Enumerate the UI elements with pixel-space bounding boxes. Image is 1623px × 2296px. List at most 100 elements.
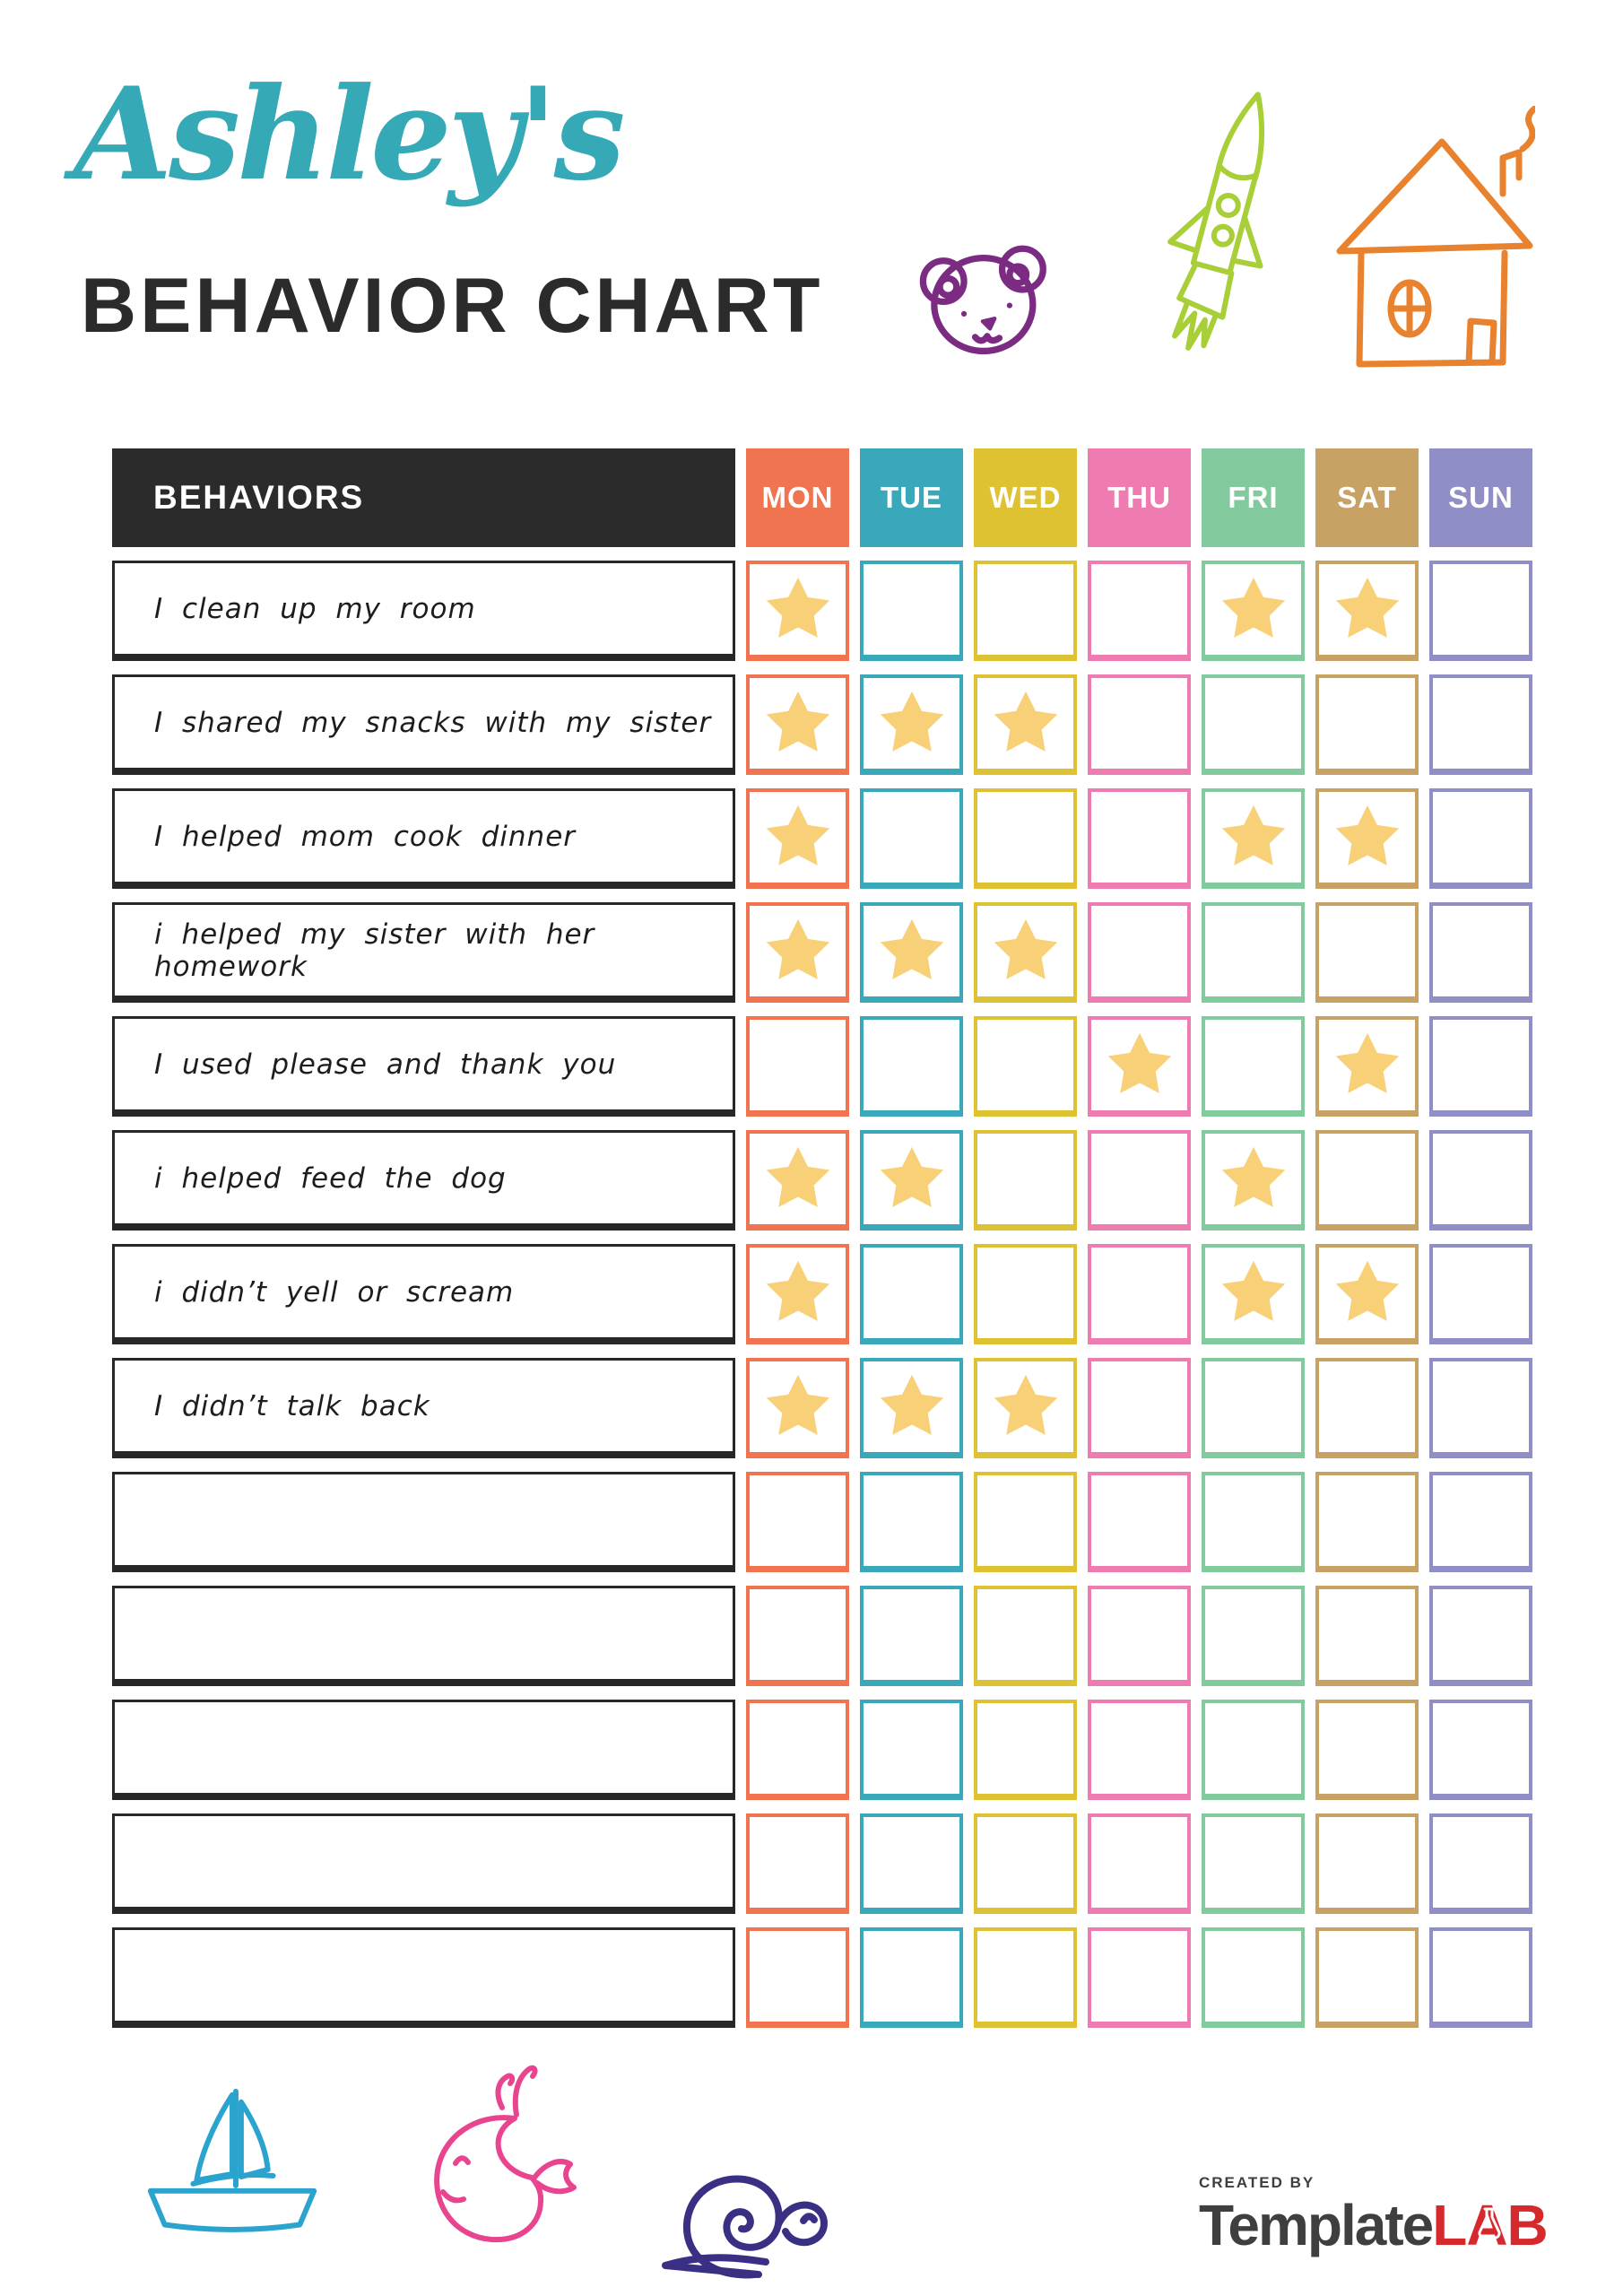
day-cell-mon[interactable]: [746, 1927, 849, 2028]
day-cell-sat[interactable]: [1315, 1244, 1419, 1344]
day-cell-wed[interactable]: [974, 561, 1077, 661]
day-cell-fri[interactable]: [1202, 1472, 1305, 1572]
day-cell-tue[interactable]: [860, 1472, 963, 1572]
day-cell-fri[interactable]: [1202, 788, 1305, 889]
day-cell-sat[interactable]: [1315, 561, 1419, 661]
day-cell-mon[interactable]: [746, 1472, 849, 1572]
day-cell-tue[interactable]: [860, 1016, 963, 1117]
star-icon: [1335, 1032, 1399, 1093]
behavior-label: i didn’t yell or scream: [112, 1244, 735, 1344]
day-cell-tue[interactable]: [860, 1130, 963, 1231]
day-cell-mon[interactable]: [746, 1700, 849, 1800]
day-cell-sun[interactable]: [1429, 1813, 1532, 1914]
day-cell-sat[interactable]: [1315, 1016, 1419, 1117]
day-cell-wed[interactable]: [974, 902, 1077, 1003]
day-cell-sat[interactable]: [1315, 1700, 1419, 1800]
page-title: BEHAVIOR CHART: [81, 263, 824, 349]
day-cell-sat[interactable]: [1315, 902, 1419, 1003]
day-cell-thu[interactable]: [1088, 561, 1191, 661]
day-cell-wed[interactable]: [974, 1358, 1077, 1458]
star-icon: [1221, 577, 1285, 638]
day-cell-wed[interactable]: [974, 674, 1077, 775]
day-cell-sun[interactable]: [1429, 1927, 1532, 2028]
day-cell-tue[interactable]: [860, 1813, 963, 1914]
day-cell-mon[interactable]: [746, 1586, 849, 1686]
day-cell-tue[interactable]: [860, 902, 963, 1003]
day-cell-sat[interactable]: [1315, 1472, 1419, 1572]
day-cell-mon[interactable]: [746, 902, 849, 1003]
day-cell-tue[interactable]: [860, 674, 963, 775]
day-cell-mon[interactable]: [746, 1358, 849, 1458]
day-cell-sun[interactable]: [1429, 1358, 1532, 1458]
day-cell-tue[interactable]: [860, 1700, 963, 1800]
behavior-label: [112, 1813, 735, 1914]
day-cell-sat[interactable]: [1315, 1927, 1419, 2028]
day-cell-tue[interactable]: [860, 561, 963, 661]
day-cell-thu[interactable]: [1088, 1244, 1191, 1344]
day-cell-tue[interactable]: [860, 1244, 963, 1344]
day-cell-wed[interactable]: [974, 1016, 1077, 1117]
day-cell-sat[interactable]: [1315, 674, 1419, 775]
day-cell-fri[interactable]: [1202, 1700, 1305, 1800]
day-cell-mon[interactable]: [746, 1016, 849, 1117]
day-cell-wed[interactable]: [974, 788, 1077, 889]
day-cell-fri[interactable]: [1202, 1244, 1305, 1344]
day-cell-wed[interactable]: [974, 1586, 1077, 1686]
day-cell-thu[interactable]: [1088, 1358, 1191, 1458]
day-cell-sat[interactable]: [1315, 1130, 1419, 1231]
day-cell-wed[interactable]: [974, 1927, 1077, 2028]
day-cell-thu[interactable]: [1088, 788, 1191, 889]
day-cell-sun[interactable]: [1429, 674, 1532, 775]
day-cell-sun[interactable]: [1429, 1472, 1532, 1572]
day-cell-thu[interactable]: [1088, 1927, 1191, 2028]
day-cell-sun[interactable]: [1429, 902, 1532, 1003]
day-cell-sat[interactable]: [1315, 1586, 1419, 1686]
day-cell-sat[interactable]: [1315, 1358, 1419, 1458]
day-cell-fri[interactable]: [1202, 1358, 1305, 1458]
day-cell-tue[interactable]: [860, 1927, 963, 2028]
day-cell-fri[interactable]: [1202, 1130, 1305, 1231]
day-cell-thu[interactable]: [1088, 1130, 1191, 1231]
day-cell-sun[interactable]: [1429, 1244, 1532, 1344]
day-cell-thu[interactable]: [1088, 674, 1191, 775]
day-cell-wed[interactable]: [974, 1813, 1077, 1914]
day-cell-sun[interactable]: [1429, 788, 1532, 889]
day-cell-tue[interactable]: [860, 1358, 963, 1458]
star-icon: [766, 577, 829, 638]
day-cell-thu[interactable]: [1088, 1586, 1191, 1686]
day-cell-tue[interactable]: [860, 788, 963, 889]
day-cell-fri[interactable]: [1202, 902, 1305, 1003]
day-cell-sat[interactable]: [1315, 788, 1419, 889]
star-icon: [1221, 1146, 1285, 1207]
day-cell-thu[interactable]: [1088, 1472, 1191, 1572]
day-cell-mon[interactable]: [746, 561, 849, 661]
day-cell-sun[interactable]: [1429, 561, 1532, 661]
day-cell-sun[interactable]: [1429, 1700, 1532, 1800]
day-cell-wed[interactable]: [974, 1472, 1077, 1572]
day-cell-fri[interactable]: [1202, 1813, 1305, 1914]
day-cell-fri[interactable]: [1202, 674, 1305, 775]
day-cell-mon[interactable]: [746, 674, 849, 775]
day-cell-mon[interactable]: [746, 1244, 849, 1344]
day-cell-thu[interactable]: [1088, 1813, 1191, 1914]
day-cell-sun[interactable]: [1429, 1016, 1532, 1117]
day-cell-wed[interactable]: [974, 1130, 1077, 1231]
day-cell-thu[interactable]: [1088, 902, 1191, 1003]
day-cell-fri[interactable]: [1202, 1927, 1305, 2028]
day-cell-fri[interactable]: [1202, 1016, 1305, 1117]
day-cell-thu[interactable]: [1088, 1700, 1191, 1800]
day-cell-fri[interactable]: [1202, 1586, 1305, 1686]
day-cell-wed[interactable]: [974, 1700, 1077, 1800]
behavior-chart-table: BEHAVIORS MON TUE WED THU FRI SAT SUN I clean …: [112, 448, 1533, 2028]
day-cell-mon[interactable]: [746, 788, 849, 889]
day-cell-sat[interactable]: [1315, 1813, 1419, 1914]
day-cell-mon[interactable]: [746, 1813, 849, 1914]
day-cell-mon[interactable]: [746, 1130, 849, 1231]
star-icon: [880, 918, 943, 979]
day-cell-thu[interactable]: [1088, 1016, 1191, 1117]
day-cell-fri[interactable]: [1202, 561, 1305, 661]
day-cell-sun[interactable]: [1429, 1130, 1532, 1231]
day-cell-sun[interactable]: [1429, 1586, 1532, 1686]
day-cell-wed[interactable]: [974, 1244, 1077, 1344]
day-cell-tue[interactable]: [860, 1586, 963, 1686]
